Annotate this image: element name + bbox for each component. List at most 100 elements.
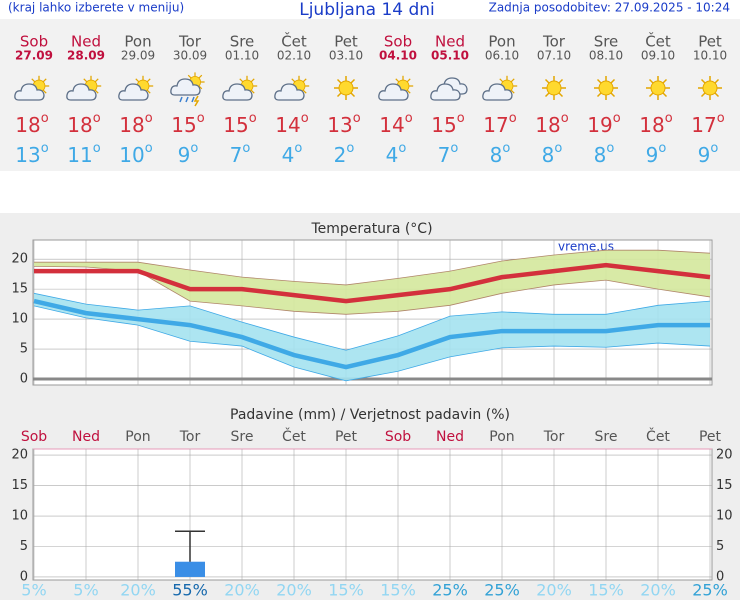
probability-label: 15%: [588, 581, 624, 600]
degree-mark: o: [710, 141, 718, 156]
x-tick-label: Sre: [595, 429, 618, 445]
x-tick-label: Sob: [385, 429, 411, 445]
y-tick-label: 15: [11, 282, 28, 297]
high-temp: 18o: [15, 111, 48, 137]
low-temp-value: 8: [542, 143, 555, 167]
day-date: 29.09: [121, 49, 155, 63]
menu-hint: (kraj lahko izberete v meniju): [8, 1, 184, 15]
low-temp: 13o: [15, 141, 48, 167]
precipitation-bar: [175, 561, 205, 577]
degree-mark: o: [509, 111, 517, 126]
watermark: vreme.us: [558, 240, 614, 254]
low-temp-value: 4: [282, 143, 295, 167]
day-name: Pon: [124, 33, 151, 51]
probability-label: 5%: [73, 581, 98, 600]
degree-mark: o: [294, 141, 302, 156]
low-temp-value: 2: [334, 143, 347, 167]
x-tick-label: Sre: [231, 429, 254, 445]
high-temp: 18o: [67, 111, 100, 137]
low-temp-value: 10: [119, 143, 144, 167]
y2-tick-label: 10: [716, 509, 733, 524]
y-tick-label: 15: [11, 478, 28, 493]
day-name: Pet: [698, 33, 722, 51]
high-temp: 17o: [691, 111, 724, 137]
low-temp: 9o: [646, 141, 667, 167]
temperature-line: [34, 262, 711, 304]
probability-label: 20%: [276, 581, 312, 600]
degree-mark: o: [405, 111, 413, 126]
probability-label: 25%: [432, 581, 468, 600]
temperature-title: Temperatura (°C): [310, 221, 432, 237]
probability-label: 20%: [224, 581, 260, 600]
probability-label: 25%: [484, 581, 520, 600]
forecast-panel: [0, 19, 740, 171]
high-temp-value: 18: [67, 113, 92, 137]
probability-label: 20%: [640, 581, 676, 600]
degree-mark: o: [93, 111, 101, 126]
day-date: 27.09: [15, 49, 53, 63]
high-temp-value: 18: [15, 113, 40, 137]
probability-label: 25%: [692, 581, 728, 600]
high-temp: 17o: [483, 111, 516, 137]
low-temp-value: 9: [646, 143, 659, 167]
high-temp-value: 18: [119, 113, 144, 137]
degree-mark: o: [93, 141, 101, 156]
day-date: 30.09: [173, 49, 207, 63]
day-date: 28.09: [67, 49, 105, 63]
y-tick-label: 20: [11, 448, 28, 463]
day-name: Pon: [488, 33, 515, 51]
degree-mark: o: [561, 111, 569, 126]
low-temp: 7o: [438, 141, 459, 167]
day-date: 01.10: [225, 49, 259, 63]
low-temp-value: 4: [386, 143, 399, 167]
probability-label: 15%: [328, 581, 364, 600]
day-date: 08.10: [589, 49, 623, 63]
precipitation-plot: [32, 448, 713, 581]
day-date: 05.10: [431, 49, 469, 63]
degree-mark: o: [41, 141, 49, 156]
low-temp-value: 11: [67, 143, 92, 167]
degree-mark: o: [190, 141, 198, 156]
y-tick-label: 20: [11, 252, 28, 267]
degree-mark: o: [502, 141, 510, 156]
high-temp: 14o: [379, 111, 412, 137]
high-temp: 15o: [171, 111, 204, 137]
day-name: Čet: [281, 32, 307, 51]
x-tick-label: Ned: [72, 429, 100, 445]
degree-mark: o: [41, 111, 49, 126]
day-name: Tor: [542, 33, 566, 51]
high-temp-value: 15: [171, 113, 196, 137]
probability-label: 20%: [120, 581, 156, 600]
degree-mark: o: [717, 111, 725, 126]
low-temp: 9o: [178, 141, 199, 167]
day-date: 06.10: [485, 49, 519, 63]
day-date: 04.10: [379, 49, 417, 63]
low-temp-value: 9: [698, 143, 711, 167]
x-tick-label: Čet: [282, 427, 306, 445]
high-temp-value: 19: [587, 113, 612, 137]
degree-mark: o: [613, 111, 621, 126]
probability-label: 15%: [380, 581, 416, 600]
y2-tick-label: 15: [716, 478, 733, 493]
y-tick-label: 10: [11, 509, 28, 524]
day-date: 07.10: [537, 49, 571, 63]
day-name: Ned: [71, 33, 101, 51]
low-temp-value: 7: [438, 143, 451, 167]
high-temp: 18o: [119, 111, 152, 137]
x-tick-label: Pon: [125, 429, 150, 445]
high-temp-value: 14: [379, 113, 404, 137]
low-temp: 8o: [490, 141, 511, 167]
degree-mark: o: [346, 141, 354, 156]
low-temp: 4o: [282, 141, 303, 167]
high-temp-value: 17: [483, 113, 508, 137]
band-edge: [34, 249, 711, 286]
day-date: 10.10: [693, 49, 727, 63]
low-temp-value: 8: [490, 143, 503, 167]
x-tick-label: Tor: [179, 429, 201, 445]
day-name: Sob: [384, 33, 412, 51]
y-tick-label: 0: [20, 372, 28, 387]
day-date: 09.10: [641, 49, 675, 63]
degree-mark: o: [658, 141, 666, 156]
day-name: Tor: [178, 33, 202, 51]
high-temp: 18o: [535, 111, 568, 137]
